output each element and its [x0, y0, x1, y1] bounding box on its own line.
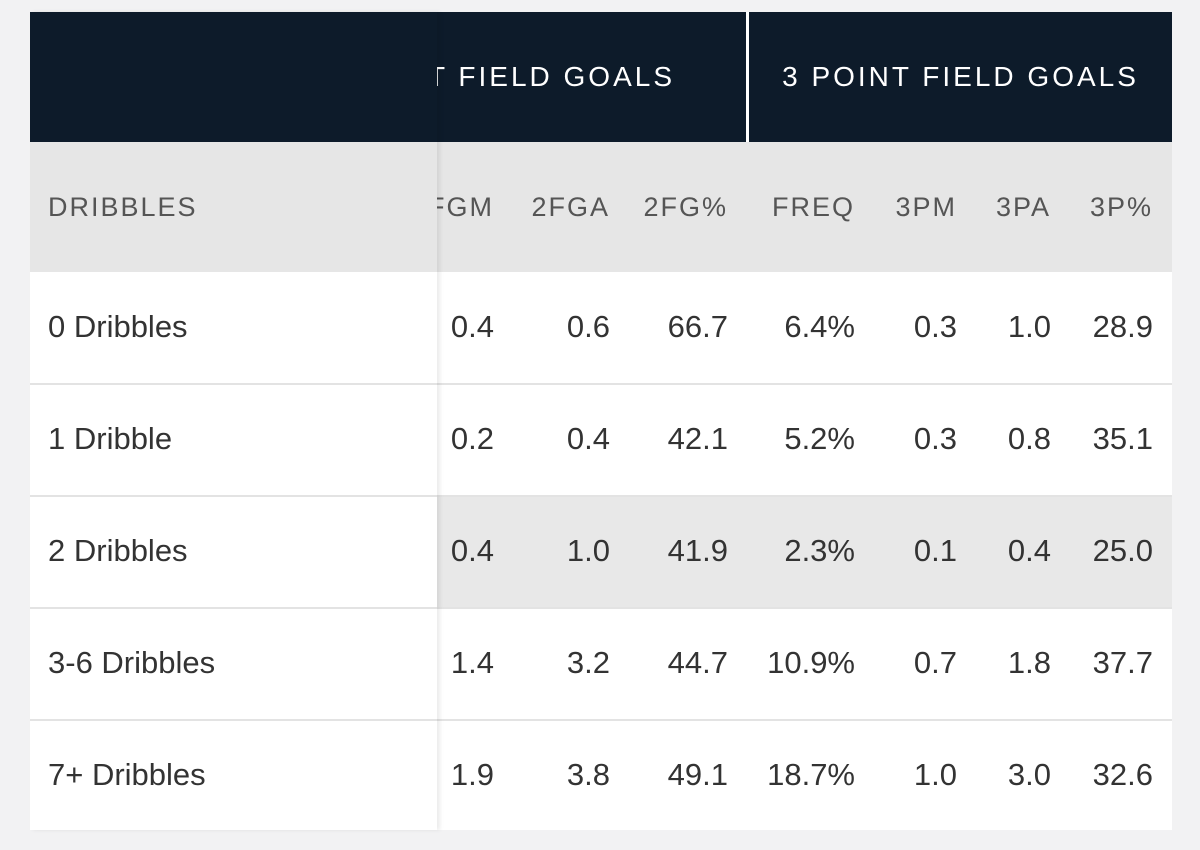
row-separator: [30, 383, 437, 385]
cell: 44.7: [667, 645, 728, 680]
header-bg: [30, 12, 437, 142]
cell: 35.1: [1092, 421, 1153, 456]
cell: 0.7: [913, 645, 957, 680]
cell: 10.9%: [767, 645, 855, 680]
cell: 0.6: [566, 309, 610, 344]
cell: 32.6: [1092, 757, 1153, 792]
cell: 41.9: [667, 533, 728, 568]
cell: 37.7: [1092, 645, 1153, 680]
cell: 0.1: [913, 533, 957, 568]
cell: 3.8: [566, 757, 610, 792]
row-bg: [437, 496, 1172, 608]
cell: 1.8: [1007, 645, 1051, 680]
group-header: 3 POINT FIELD GOALS: [782, 61, 1139, 92]
column-header: 3P%: [1089, 192, 1153, 222]
scroll-area: 2 POINT FIELD GOALS 3 POINT FIELD GOALS 2F…: [437, 12, 1172, 830]
column-header: 2FGM: [437, 192, 494, 222]
cell: 0.4: [450, 533, 494, 568]
row-separator: [30, 495, 437, 497]
cell: 1.0: [913, 757, 957, 792]
cell: 0.4: [1007, 533, 1051, 568]
cell: 28.9: [1092, 309, 1153, 344]
column-header: 2FGA: [531, 192, 610, 222]
cell: 0.4: [450, 309, 494, 344]
row-label: 7+ Dribbles: [48, 757, 206, 792]
cell: 5.2%: [784, 421, 855, 456]
stats-table: 2 POINT FIELD GOALS 3 POINT FIELD GOALS 2F…: [30, 12, 1172, 830]
row-separator: [437, 719, 1172, 721]
cell: 42.1: [667, 421, 728, 456]
sticky-column: DRIBBLES 0 Dribbles 1 Dribble 2 Dribbles 3-6…: [30, 12, 437, 830]
cell: 1.0: [1007, 309, 1051, 344]
column-header: 3PM: [895, 192, 957, 222]
row-separator: [30, 719, 437, 721]
cell: 1.9: [450, 757, 494, 792]
cell: 1.4: [450, 645, 494, 680]
cell: 18.7%: [767, 757, 855, 792]
column-header: DRIBBLES: [48, 192, 198, 222]
row-label: 3-6 Dribbles: [48, 645, 216, 680]
cell: 0.3: [913, 421, 957, 456]
column-header: 3PA: [995, 192, 1051, 222]
cell: 0.3: [913, 309, 957, 344]
row-label: 2 Dribbles: [48, 533, 188, 568]
column-header-bg: [30, 142, 437, 272]
cell: 1.0: [566, 533, 610, 568]
cell: 0.4: [566, 421, 610, 456]
row-separator: [437, 383, 1172, 385]
cell: 49.1: [667, 757, 728, 792]
cell: 6.4%: [784, 309, 855, 344]
cell: 25.0: [1092, 533, 1153, 568]
row-label: 1 Dribble: [48, 421, 173, 456]
row-label: 0 Dribbles: [48, 309, 188, 344]
column-header: 2FG%: [643, 192, 728, 222]
cell: 3.2: [566, 645, 610, 680]
column-header-bg: [437, 142, 1172, 272]
group-header: 2 POINT FIELD GOALS: [437, 61, 675, 92]
column-header: FREQ: [771, 192, 855, 222]
cell: 0.2: [450, 421, 494, 456]
cell: 2.3%: [784, 533, 855, 568]
cell: 66.7: [667, 309, 728, 344]
cell: 0.8: [1007, 421, 1051, 456]
row-separator: [30, 607, 437, 609]
header-bg: [437, 12, 1172, 142]
row-separator: [437, 607, 1172, 609]
group-divider: [746, 12, 749, 142]
cell: 3.0: [1007, 757, 1051, 792]
row-separator: [437, 495, 1172, 497]
